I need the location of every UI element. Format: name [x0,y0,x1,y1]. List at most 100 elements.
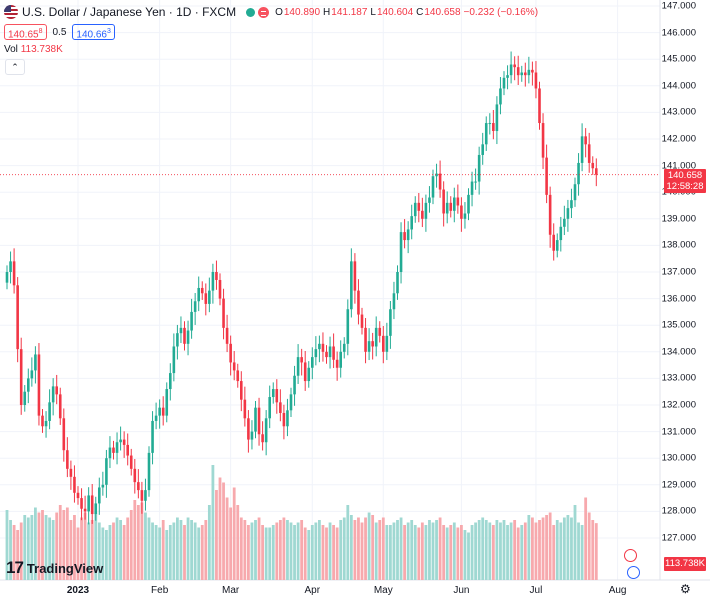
candle-body [215,272,218,280]
symbol-title[interactable]: U.S. Dollar / Japanese Yen · 1D · FXCM [22,5,237,19]
candle-body [225,327,229,344]
candle-body [516,67,520,76]
candle-body [484,123,488,145]
candle-body [474,181,477,183]
tradingview-logo[interactable]: 17 TradingView [6,558,103,578]
volume-bar [371,515,375,580]
y-tick-label: 138.000 [661,239,696,251]
candle-body [254,407,257,432]
settings-gear-icon[interactable]: ⚙ [680,582,691,596]
candle-body [339,351,342,368]
candle-body [555,240,559,251]
volume-bar [200,525,204,580]
y-tick-label: 145.000 [661,53,696,65]
y-tick-label: 137.000 [661,266,696,278]
candle-body [257,407,261,435]
price-change: −0.232 (−0.16%) [463,6,539,18]
candle-body [232,362,236,371]
candle-body [76,492,80,499]
candle-body [577,162,580,185]
candle-body [115,442,119,453]
volume-bar [552,525,556,580]
volume-bar [399,517,403,580]
candle-body [282,412,286,427]
candle-body [431,176,435,198]
volume-bar [573,505,577,580]
economic-event-icon[interactable] [624,549,637,562]
candle-body [406,229,410,241]
candle-body [275,389,279,403]
candle-body [300,357,303,363]
volume-bar [541,517,545,580]
candle-body [403,232,406,241]
volume-bar [420,522,424,580]
candle-body [470,181,474,195]
candle-body [158,407,161,416]
volume-legend[interactable]: Vol 113.738K [4,44,63,55]
volume-bar [566,515,570,580]
volume-bar [80,517,83,580]
candle-body [502,77,506,89]
candle-body [438,173,442,190]
candle-body [364,327,367,352]
candle-body [204,293,208,304]
candle-body [595,168,598,175]
y-tick-label: 132.000 [661,399,696,411]
volume-bar [278,520,282,580]
market-status-icon[interactable] [258,6,270,18]
volume-bar [580,525,584,580]
candle-body [573,184,577,201]
volume-bar [424,525,428,580]
volume-bar [357,517,360,580]
volume-bar [261,525,264,580]
candle-body [506,75,509,78]
candle-body [467,194,470,214]
volume-bar [126,517,130,580]
candle-body [30,370,34,379]
candle-body [172,346,176,374]
candle-body [335,359,339,368]
volume-bar [495,520,499,580]
volume-bar [140,502,144,580]
volume-bar [442,525,446,580]
market-open-status-icon[interactable] [246,7,256,17]
volume-bar [310,525,314,580]
volume-bar [577,522,580,580]
candle-body [499,88,502,105]
trade-buttons: 140.658 0.5 140.663 [4,24,115,40]
ohlc-open: O140.890 [275,6,321,18]
candle-body [62,418,66,451]
volume-bar [190,520,193,580]
volume-bar [470,525,474,580]
candle-body [488,123,492,125]
candle-body [222,298,225,328]
volume-bar [271,525,275,580]
candle-body [591,162,595,169]
volume-bar [555,520,559,580]
candle-body [321,343,325,352]
candle-body [580,136,584,163]
candle-body [548,194,552,235]
volume-bar [65,507,69,580]
candle-body [541,123,545,158]
buy-button[interactable]: 140.663 [72,24,115,40]
candle-body [587,144,591,163]
economic-event-icon[interactable] [627,566,640,579]
volume-bar [591,520,595,580]
volume-bar [428,520,431,580]
candle-body [428,197,431,203]
candle-body [477,154,481,182]
volume-bar [531,517,534,580]
volume-bar [55,512,59,580]
volume-bar [151,522,154,580]
volume-bar [204,520,208,580]
collapse-legend-button[interactable]: ⌃ [5,59,25,75]
candle-body [5,272,9,283]
tv-logo-icon: 17 [6,558,24,577]
volume-bar [105,530,108,580]
volume-bar [101,527,105,580]
sell-button[interactable]: 140.658 [4,24,47,40]
y-tick-label: 130.000 [661,452,696,464]
candle-body [243,399,247,419]
